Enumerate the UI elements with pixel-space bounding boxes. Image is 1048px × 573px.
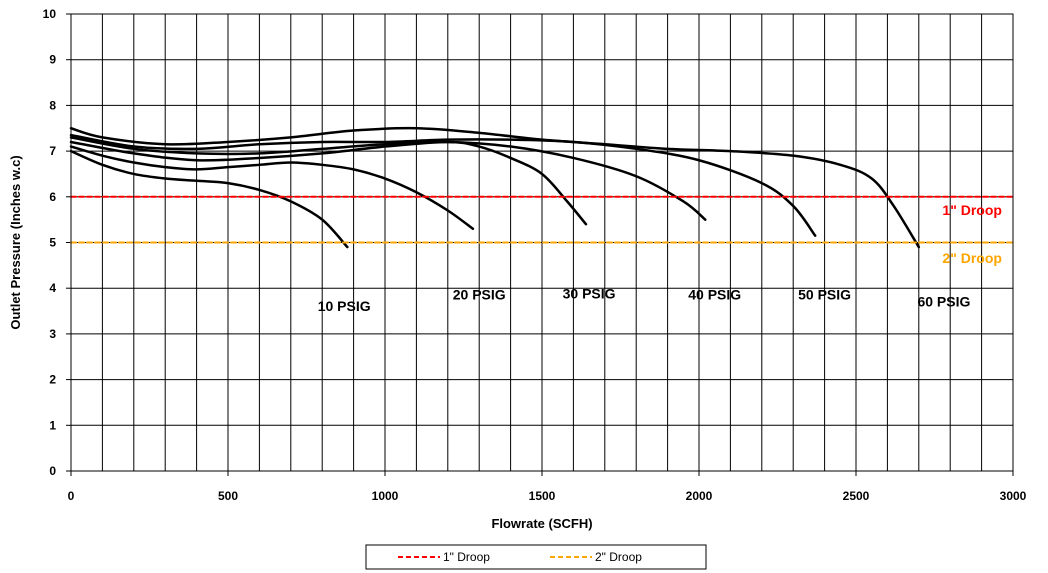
series-line-50-psig — [69, 133, 817, 237]
x-axis-ticks: 0 500 1000 1500 2000 2500 3000 — [68, 471, 1027, 503]
x-tick-label: 1500 — [529, 489, 556, 503]
curve-label: 50 PSIG — [798, 287, 851, 303]
y-tick-label: 6 — [49, 190, 56, 204]
x-axis-title: Flowrate (SCFH) — [491, 516, 592, 531]
y-tick-label: 3 — [49, 327, 56, 341]
curve-label: 20 PSIG — [453, 287, 506, 303]
y-tick-label: 4 — [49, 281, 56, 295]
curve-label: 40 PSIG — [688, 287, 741, 303]
series-line-10-psig — [69, 149, 349, 249]
x-tick-label: 0 — [68, 489, 75, 503]
x-tick-label: 1000 — [372, 489, 399, 503]
y-tick-label: 2 — [49, 373, 56, 387]
curve-label: 60 PSIG — [917, 293, 970, 309]
series-lines — [69, 126, 1014, 249]
droop-label: 1" Droop — [942, 202, 1002, 218]
x-tick-label: 2500 — [843, 489, 870, 503]
y-tick-label: 9 — [49, 53, 56, 67]
legend-label: 1" Droop — [443, 550, 490, 564]
y-tick-label: 1 — [49, 418, 56, 432]
series-line-20-psig — [69, 145, 475, 231]
curve-label: 10 PSIG — [318, 298, 371, 314]
series-line-30-psig — [69, 140, 588, 226]
y-tick-label: 0 — [49, 464, 56, 478]
x-tick-label: 3000 — [1000, 489, 1027, 503]
series-line-40-psig — [69, 136, 707, 221]
x-tick-label: 500 — [218, 489, 238, 503]
y-axis-ticks: 0 1 2 3 4 5 6 7 8 9 10 — [43, 7, 71, 478]
legend: 1" Droop 2" Droop — [365, 544, 707, 570]
x-tick-label: 2000 — [686, 489, 713, 503]
y-tick-label: 7 — [49, 144, 56, 158]
droop-label: 2" Droop — [942, 250, 1002, 266]
plot-area-border — [70, 13, 1014, 472]
curve-label: 30 PSIG — [563, 285, 616, 301]
series-line-60-psig — [69, 126, 921, 249]
y-tick-label: 8 — [49, 98, 56, 112]
y-tick-label: 10 — [43, 7, 57, 21]
y-tick-label: 5 — [49, 236, 56, 250]
y-axis-title: Outlet Pressure (Inches w.c) — [8, 155, 23, 329]
curve-labels: 10 PSIG 20 PSIG 30 PSIG 40 PSIG 50 PSIG 60 PS… — [318, 202, 1002, 314]
legend-label: 2" Droop — [595, 550, 642, 564]
